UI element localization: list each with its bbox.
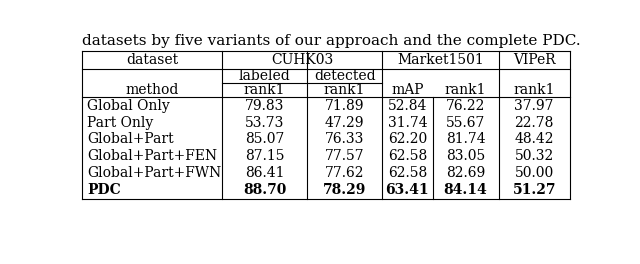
Text: 37.97: 37.97 (515, 98, 554, 113)
Text: Global+Part+FWN: Global+Part+FWN (87, 166, 221, 180)
Text: rank1: rank1 (445, 83, 486, 97)
Text: method: method (125, 83, 179, 97)
Text: Market1501: Market1501 (397, 53, 484, 67)
Text: detected: detected (314, 69, 376, 83)
Text: rank1: rank1 (513, 83, 555, 97)
Text: labeled: labeled (239, 69, 291, 83)
Text: 62.58: 62.58 (388, 166, 427, 180)
Text: Global Only: Global Only (87, 98, 170, 113)
Text: 82.69: 82.69 (446, 166, 485, 180)
Text: 77.62: 77.62 (325, 166, 364, 180)
Text: datasets by five variants of our approach and the complete PDC.: datasets by five variants of our approac… (83, 34, 581, 48)
Text: 88.70: 88.70 (243, 183, 286, 197)
Text: mAP: mAP (391, 83, 424, 97)
Text: PDC: PDC (87, 183, 121, 197)
Text: 81.74: 81.74 (445, 133, 485, 147)
Text: 77.57: 77.57 (325, 149, 364, 163)
Text: 78.29: 78.29 (323, 183, 366, 197)
Text: 62.58: 62.58 (388, 149, 427, 163)
Text: 62.20: 62.20 (388, 133, 427, 147)
Text: rank1: rank1 (244, 83, 285, 97)
Text: Global+Part: Global+Part (87, 133, 173, 147)
Text: 71.89: 71.89 (325, 98, 364, 113)
Text: 55.67: 55.67 (446, 116, 485, 130)
Text: 85.07: 85.07 (244, 133, 284, 147)
Text: Part Only: Part Only (87, 116, 153, 130)
Text: 84.14: 84.14 (444, 183, 488, 197)
Text: dataset: dataset (126, 53, 178, 67)
Text: 87.15: 87.15 (244, 149, 284, 163)
Text: 83.05: 83.05 (446, 149, 485, 163)
Text: 47.29: 47.29 (325, 116, 364, 130)
Text: 53.73: 53.73 (244, 116, 284, 130)
Text: rank1: rank1 (324, 83, 365, 97)
Text: 76.33: 76.33 (325, 133, 364, 147)
Text: Global+Part+FEN: Global+Part+FEN (87, 149, 217, 163)
Text: CUHK03: CUHK03 (271, 53, 333, 67)
Text: 31.74: 31.74 (388, 116, 428, 130)
Text: 50.00: 50.00 (515, 166, 554, 180)
Text: 48.42: 48.42 (515, 133, 554, 147)
Text: 52.84: 52.84 (388, 98, 427, 113)
Text: 22.78: 22.78 (515, 116, 554, 130)
Text: 50.32: 50.32 (515, 149, 554, 163)
Text: 79.83: 79.83 (244, 98, 284, 113)
Text: 86.41: 86.41 (244, 166, 284, 180)
Text: VIPeR: VIPeR (513, 53, 556, 67)
Text: 63.41: 63.41 (386, 183, 429, 197)
Text: 51.27: 51.27 (513, 183, 556, 197)
Text: 76.22: 76.22 (446, 98, 485, 113)
